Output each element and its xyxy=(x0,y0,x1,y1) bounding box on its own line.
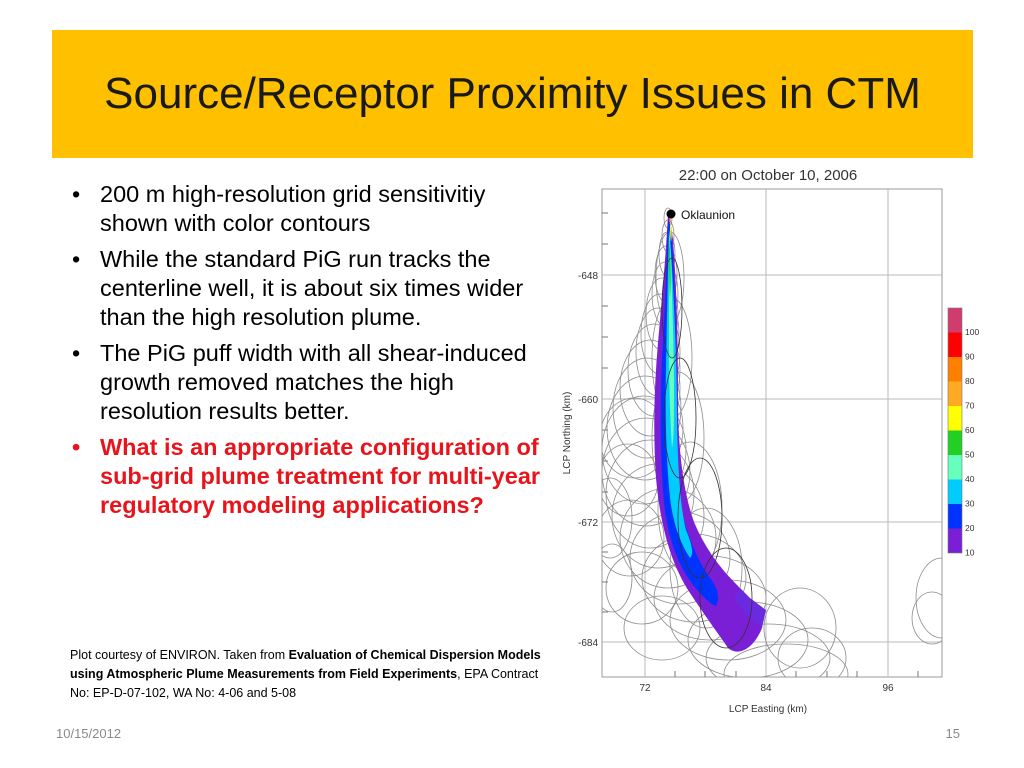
footer-date: 10/15/2012 xyxy=(56,726,122,741)
colorbar-label: 70 xyxy=(965,401,975,411)
plot-frame xyxy=(601,188,943,678)
x-tick-label: 72 xyxy=(639,683,651,694)
bullet-text: What is an appropriate configuration of … xyxy=(100,434,541,518)
bullet-marker: • xyxy=(72,181,81,207)
page-number: 15 xyxy=(945,726,960,741)
bullet-marker: • xyxy=(72,340,81,366)
colorbar-label: 30 xyxy=(965,499,975,509)
colorbar-label: 10 xyxy=(965,548,975,558)
source-marker xyxy=(666,209,676,219)
colorbar-label: 50 xyxy=(965,450,975,460)
bullet-list: • 200 m high-resolution grid sensitivitiy… xyxy=(72,180,550,527)
bullet-marker: • xyxy=(72,246,81,272)
title-bar: Source/Receptor Proximity Issues in CTM xyxy=(52,30,973,158)
colorbar-swatch xyxy=(948,528,962,553)
caption-prefix: Plot courtesy of ENVIRON. Taken from xyxy=(70,648,289,662)
bullet-item-highlight: • What is an appropriate configuration of… xyxy=(72,433,550,520)
y-tick-label: -660 xyxy=(578,395,598,406)
y-tick-label: -672 xyxy=(578,518,598,529)
colorbar-label: 90 xyxy=(965,352,975,362)
y-tick-label: -684 xyxy=(578,638,598,649)
bullet-item: • The PiG puff width with all shear-induc… xyxy=(72,339,550,426)
high-resolution-plume xyxy=(654,214,766,652)
colorbar-label: 60 xyxy=(965,425,975,435)
bullet-text: While the standard PiG run tracks the ce… xyxy=(100,246,524,330)
colorbar-swatch xyxy=(948,332,962,357)
x-tick-label: 96 xyxy=(882,683,894,694)
colorbar-label: 20 xyxy=(965,523,975,533)
caption-suffix: , EPA Contract No: EP-D-07-102, WA No: 4… xyxy=(70,667,539,700)
colorbar-label: 40 xyxy=(965,474,975,484)
colorbar: 100 90 80 70 60 50 40 30 20 10 xyxy=(947,307,979,558)
minor-ticks xyxy=(602,212,919,677)
colorbar-swatch xyxy=(948,479,962,504)
bullet-item: • 200 m high-resolution grid sensitivitiy… xyxy=(72,180,550,238)
colorbar-label: 80 xyxy=(965,376,975,386)
slide-title: Source/Receptor Proximity Issues in CTM xyxy=(104,69,921,118)
colorbar-swatch xyxy=(948,308,962,333)
bullet-text: 200 m high-resolution grid sensitivitiy … xyxy=(100,181,486,236)
plume-figure: 22:00 on October 10, 2006 xyxy=(562,167,979,715)
y-tick-label: -648 xyxy=(578,271,598,282)
bullet-item: • While the standard PiG run tracks the c… xyxy=(72,245,550,332)
y-axis-label: LCP Northing (km) xyxy=(562,392,573,475)
bullet-marker: • xyxy=(72,434,81,460)
colorbar-swatch xyxy=(948,381,962,406)
colorbar-swatch xyxy=(948,504,962,529)
colorbar-swatch xyxy=(948,406,962,431)
x-tick-label: 84 xyxy=(760,683,772,694)
figure-title: 22:00 on October 10, 2006 xyxy=(679,167,857,184)
source-label: Oklaunion xyxy=(681,208,735,222)
caption-report-title: Evaluation of Chemical Dispersion Models… xyxy=(70,648,541,681)
bullet-text: The PiG puff width with all shear-induce… xyxy=(100,340,527,424)
colorbar-swatch xyxy=(948,455,962,480)
pig-centerline-outlines xyxy=(661,257,753,649)
colorbar-swatch xyxy=(948,357,962,382)
colorbar-label: 100 xyxy=(965,327,979,337)
figure-caption: Plot courtesy of ENVIRON. Taken from Eva… xyxy=(70,646,550,703)
colorbar-swatch xyxy=(948,430,962,455)
x-axis-label: LCP Easting (km) xyxy=(729,704,807,715)
